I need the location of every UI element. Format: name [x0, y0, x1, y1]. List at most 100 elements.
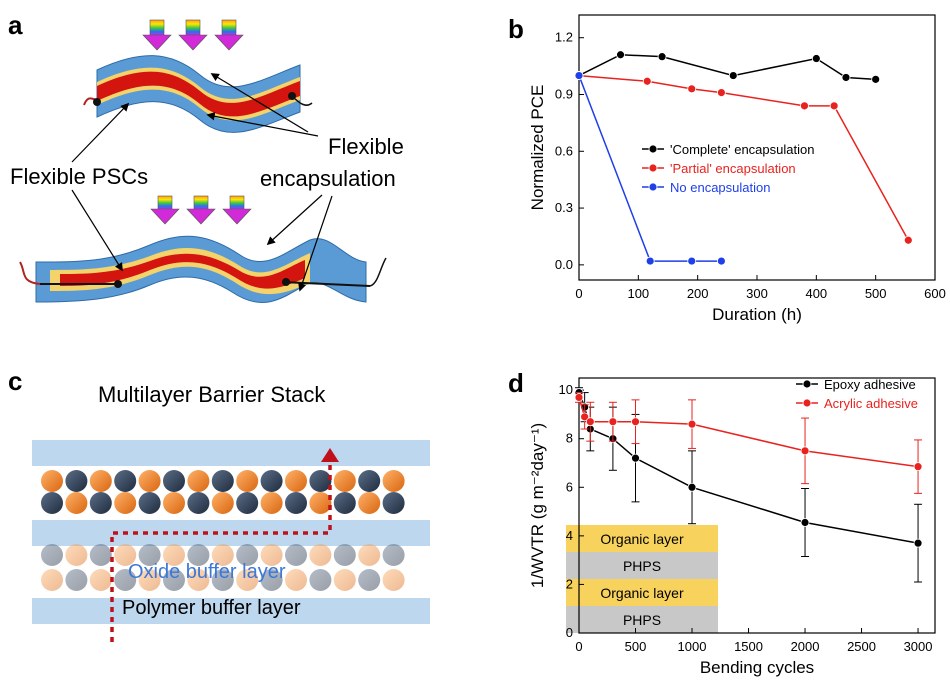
inset-layer-label: Organic layer — [600, 531, 684, 547]
data-point — [645, 256, 655, 266]
oxide-particle-orange — [333, 470, 356, 492]
y-axis-label: Normalized PCE — [528, 85, 547, 211]
y-tick-label: 6 — [566, 479, 573, 494]
oxide-particle-orange — [309, 492, 332, 514]
inset-layer-label: Organic layer — [600, 585, 684, 601]
oxide-particle-orange — [65, 544, 88, 566]
y-tick-label: 0.6 — [555, 143, 573, 158]
light-arrows-bottom — [150, 195, 252, 225]
legend-marker — [802, 379, 812, 389]
oxide-particle-navy — [89, 492, 112, 514]
oxide-particle-navy — [333, 492, 356, 514]
oxide-particle-navy — [114, 470, 137, 492]
data-point — [687, 419, 697, 429]
oxide-particle-orange — [236, 569, 259, 591]
oxide-particle-orange — [114, 492, 137, 514]
oxide-particle-orange — [382, 470, 405, 492]
barrier-layer — [32, 598, 430, 624]
oxide-particle-orange — [382, 569, 405, 591]
panel-b-letter: b — [508, 14, 524, 44]
oxide-particles-faded — [41, 544, 405, 591]
oxide-particle-navy — [41, 492, 63, 514]
oxide-particle-navy — [89, 544, 112, 566]
oxide-particle-navy — [65, 470, 88, 492]
layer-stack-inset: Organic layer PHPS Organic layer PHPS — [566, 525, 718, 633]
oxide-particle-orange — [41, 569, 63, 591]
y-tick-label: 0.0 — [555, 257, 573, 272]
legend-marker — [802, 398, 812, 408]
oxide-particle-navy — [163, 470, 185, 492]
label-flexible-pscs: Flexible PSCs — [10, 164, 148, 189]
oxide-particle-navy — [309, 470, 332, 492]
data-point — [871, 74, 881, 84]
oxide-particle-orange — [163, 492, 185, 514]
y-tick-label: 1.2 — [555, 30, 573, 45]
x-tick-label: 500 — [625, 639, 647, 654]
series-partial-encapsulation — [574, 71, 913, 245]
label-encapsulation: encapsulation — [260, 166, 396, 191]
flexible-device-bottom — [19, 235, 387, 303]
panel-a-letter: a — [8, 10, 23, 40]
data-point — [800, 518, 810, 527]
oxide-buffer-label: Oxide buffer layer — [128, 561, 286, 583]
oxide-particle-navy — [138, 544, 161, 566]
oxide-particle-navy — [211, 569, 234, 591]
oxide-particle-navy — [333, 544, 356, 566]
oxide-particle-orange — [358, 492, 381, 514]
x-tick-label: 100 — [627, 286, 649, 301]
legend: 'Complete' encapsulation 'Partial' encaps… — [642, 142, 814, 195]
data-point — [913, 538, 923, 548]
oxide-particle-navy — [382, 492, 405, 514]
x-axis-label: Duration (h) — [712, 305, 802, 324]
oxide-particle-orange — [309, 544, 332, 566]
x-tick-label: 400 — [805, 286, 827, 301]
panel-c: c Multilayer Barrier Stack Oxide buffer … — [8, 366, 430, 642]
data-point — [829, 101, 839, 111]
data-point — [800, 101, 809, 111]
oxide-particle-navy — [187, 544, 210, 566]
oxide-particle-navy — [285, 492, 307, 514]
annotation-lines — [71, 73, 333, 292]
legend-label: Acrylic adhesive — [824, 396, 918, 411]
light-arrow-icon — [186, 195, 216, 225]
y-tick-label: 2 — [566, 576, 573, 591]
y-tick-label: 0.9 — [555, 87, 573, 102]
light-arrow-icon — [178, 19, 208, 51]
data-point — [585, 417, 595, 427]
barrier-layer — [32, 520, 430, 546]
y-tick-label: 4 — [566, 528, 573, 543]
barrier-stack-title: Multilayer Barrier Stack — [98, 382, 326, 407]
series-line — [578, 53, 876, 81]
data-point — [728, 71, 738, 80]
oxide-particle-orange — [187, 569, 210, 591]
oxide-particle-navy — [236, 492, 259, 514]
data-point — [800, 446, 810, 456]
light-arrow-icon — [222, 195, 252, 225]
panel-b: b 0 100 200 300 400 500 600 0.0 0.3 0.6 0.9 1.2 Dura… — [508, 14, 946, 324]
inset-layer-label: PHPS — [623, 612, 661, 628]
oxide-particle-navy — [163, 569, 185, 591]
oxide-particle-orange — [260, 492, 283, 514]
oxide-particle-orange — [187, 470, 210, 492]
oxide-particle-orange — [138, 470, 161, 492]
data-point — [913, 462, 923, 472]
flexible-device-top — [83, 55, 313, 133]
chart-wvtr: 0 500 1000 1500 2000 2500 3000 0 2 4 6 8 10 Bending c… — [528, 377, 936, 677]
x-tick-label: 2500 — [847, 639, 876, 654]
oxide-particle-orange — [333, 569, 356, 591]
oxide-particle-orange — [114, 544, 137, 566]
x-tick-label: 0 — [575, 286, 582, 301]
legend-label: No encapsulation — [670, 180, 770, 195]
barrier-layer — [32, 440, 430, 466]
polymer-buffer-label: Polymer buffer layer — [122, 597, 301, 619]
oxide-particle-orange — [211, 544, 234, 566]
oxide-particle-orange — [41, 470, 63, 492]
oxide-particle-navy — [138, 492, 161, 514]
legend-label: 'Complete' encapsulation — [670, 142, 814, 157]
data-point — [642, 76, 652, 86]
data-point — [580, 412, 590, 422]
oxide-particle-navy — [65, 569, 88, 591]
chart-normalized-pce: 0 100 200 300 400 500 600 0.0 0.3 0.6 0.9 1.2 Durati… — [528, 14, 946, 324]
light-arrow-icon — [150, 195, 180, 225]
oxide-particle-navy — [358, 569, 381, 591]
